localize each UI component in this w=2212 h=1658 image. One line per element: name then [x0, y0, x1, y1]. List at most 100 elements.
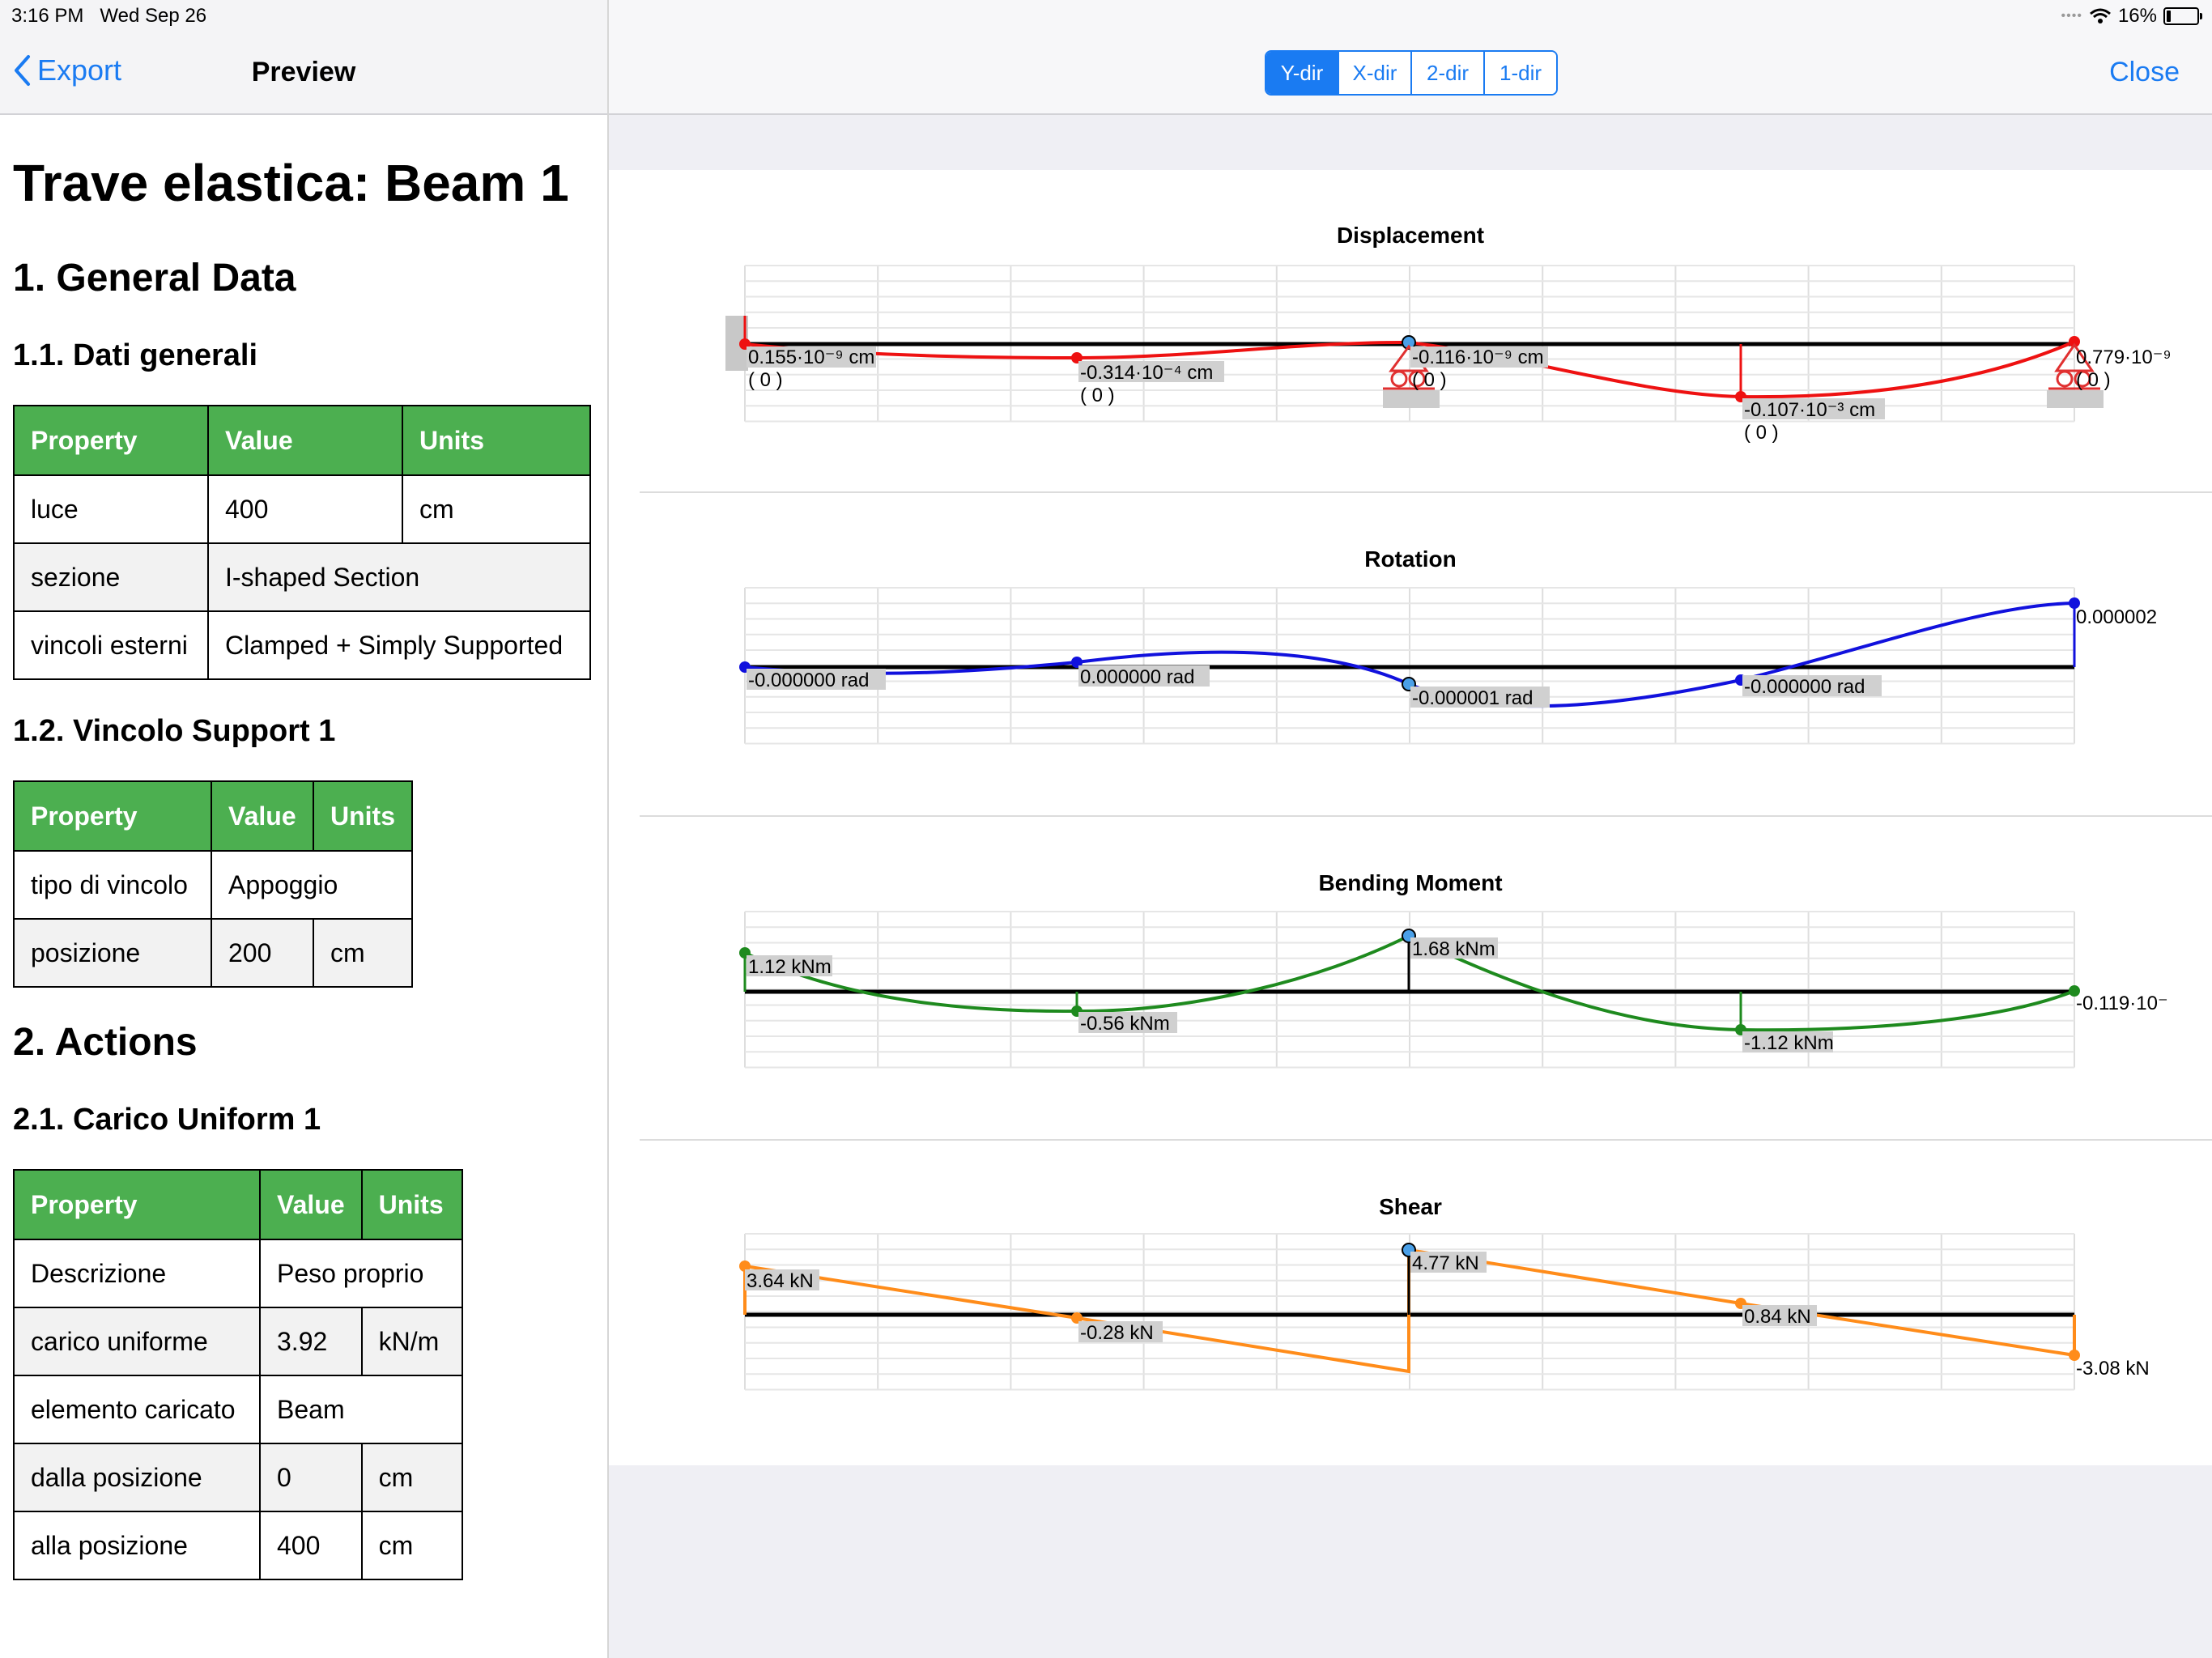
data-label: -0.56 kNm [1080, 1013, 1170, 1035]
chart-title: Displacement [1337, 223, 1484, 248]
diagram-pane: Y-dir X-dir 2-dir 1-dir Close Displaceme… [609, 0, 2212, 1658]
data-label: -0.28 kN [1080, 1322, 1154, 1344]
data-sublabel: ( 0 ) [1744, 422, 1779, 444]
table-cell: vincoli esterni [13, 610, 209, 680]
data-label: 3.64 kN [747, 1270, 814, 1292]
table-row: dalla posizione 0 cm [13, 1443, 463, 1512]
preview-title: Preview [251, 57, 356, 87]
close-button[interactable]: Close [2109, 57, 2180, 87]
data-label: -0.314·10⁻⁴ cm [1080, 362, 1213, 384]
moment-series: 1.12 kNm -0.56 kNm 1.68 kNm -1.12 kNm -0… [739, 929, 2168, 1054]
data-table-vincolo: Property Value Units tipo di vincolo App… [13, 780, 413, 988]
table-cell: 0 [259, 1443, 363, 1512]
label-bg [1410, 687, 1550, 708]
segment-2-dir[interactable]: 2-dir [1412, 52, 1485, 94]
status-bar: 3:16 PM Wed Sep 26 •••• 16% [0, 0, 2212, 32]
data-point [2069, 985, 2080, 997]
data-label: 0.000002 [2076, 606, 2157, 628]
label-bg [1410, 937, 1498, 959]
table-header-row: Property Value Units [13, 780, 413, 852]
table-cell: luce [13, 474, 209, 544]
label-bg [1078, 1321, 1163, 1342]
data-label: -3.08 kN [2076, 1358, 2150, 1380]
label-bg [1410, 1252, 1487, 1273]
data-label: -1.12 kNm [1744, 1032, 1834, 1054]
table-cell: dalla posizione [13, 1443, 261, 1512]
data-label: 0.155·10⁻⁹ cm [748, 346, 874, 368]
table-cell: elemento caricato [13, 1375, 261, 1444]
chart-title: Rotation [1364, 546, 1457, 572]
data-sublabel: ( 0 ) [748, 369, 783, 391]
subsection-heading: 1.1. Dati generali [13, 338, 258, 372]
export-back-button[interactable]: Export [13, 53, 121, 87]
table-cell: cm [313, 918, 413, 988]
chart-title: Shear [1379, 1194, 1442, 1219]
table-cell: sezione [13, 542, 209, 612]
support-icon [2048, 342, 2100, 390]
table-cell: cm [360, 1443, 463, 1512]
data-label: -0.000000 rad [748, 670, 869, 691]
table-cell: Beam [259, 1375, 463, 1444]
column-header: Property [13, 780, 212, 852]
battery-percent: 16% [2117, 5, 2157, 27]
column-header: Property [13, 1169, 261, 1240]
table-row: elemento caricato Beam [13, 1375, 463, 1444]
label-bg [747, 955, 832, 976]
support-ground-icon [1383, 390, 1440, 408]
column-header: Value [211, 780, 314, 852]
rotation-series: -0.000000 rad 0.000000 rad -0.000001 rad… [739, 597, 2157, 709]
status-time-date: 3:16 PM Wed Sep 26 [11, 5, 206, 28]
report-title: Trave elastica: Beam 1 [13, 154, 569, 212]
status-indicators: •••• 16% [2061, 5, 2202, 28]
section-heading: 1. General Data [13, 257, 296, 300]
right-nav-bar: Y-dir X-dir 2-dir 1-dir Close [609, 0, 2212, 115]
direction-segmented-control: Y-dir X-dir 2-dir 1-dir [1265, 50, 1558, 96]
label-bg [1742, 1305, 1817, 1326]
column-header: Units [402, 405, 591, 476]
report-document: Trave elastica: Beam 1 1. General Data 1… [13, 152, 596, 1613]
table-cell: posizione [13, 918, 212, 988]
status-date: Wed Sep 26 [100, 5, 207, 27]
preview-pane: Export Preview Trave elastica: Beam 1 1.… [0, 0, 609, 1658]
data-label: 1.68 kNm [1412, 938, 1495, 960]
beam-diagrams: Displacement Rotation Bending Moment She… [640, 223, 2212, 1391]
data-label: 0.000000 rad [1080, 666, 1194, 688]
segment-1-dir[interactable]: 1-dir [1485, 52, 1556, 94]
left-nav-bar: Export Preview [0, 0, 607, 115]
chart-grids [744, 265, 2075, 1391]
battery-fill [2167, 11, 2171, 22]
chart-title: Bending Moment [1318, 870, 1502, 895]
table-cell: Appoggio [211, 850, 413, 920]
table-cell: Descrizione [13, 1239, 261, 1308]
table-cell: 400 [259, 1511, 363, 1580]
data-label: -0.107·10⁻³ cm [1744, 399, 1875, 421]
data-point [1071, 352, 1083, 363]
segment-x-dir[interactable]: X-dir [1339, 52, 1412, 94]
data-label: -0.000000 rad [1744, 676, 1865, 698]
subsection-heading: 2.1. Carico Uniform 1 [13, 1103, 321, 1137]
status-time: 3:16 PM [11, 5, 84, 27]
table-cell: 3.92 [259, 1307, 363, 1376]
label-bg [1078, 361, 1224, 382]
data-point [2069, 1350, 2080, 1361]
label-bg [1742, 1031, 1833, 1052]
table-cell: 200 [211, 918, 314, 988]
wifi-icon [2089, 8, 2111, 23]
data-point [739, 1261, 751, 1272]
shear-series: 3.64 kN -0.28 kN 4.77 kN 0.84 kN -3.08 k… [739, 1243, 2150, 1380]
subsection-heading: 1.2. Vincolo Support 1 [13, 714, 336, 748]
data-point [1071, 1312, 1083, 1324]
table-row: posizione 200 cm [13, 918, 413, 988]
support-ground-icon [2047, 390, 2104, 408]
segment-y-dir[interactable]: Y-dir [1266, 52, 1339, 94]
table-row: vincoli esterni Clamped + Simply Support… [13, 610, 591, 680]
data-point [2069, 597, 2080, 609]
table-cell: carico uniforme [13, 1307, 261, 1376]
diagrams-area: Displacement Rotation Bending Moment She… [609, 170, 2212, 1465]
chevron-left-icon [15, 55, 30, 86]
table-cell: kN/m [360, 1307, 463, 1376]
data-point [2069, 336, 2080, 347]
table-cell: 400 [207, 474, 403, 544]
data-label: 0.84 kN [1744, 1306, 1811, 1328]
table-cell: Clamped + Simply Supported [207, 610, 591, 680]
